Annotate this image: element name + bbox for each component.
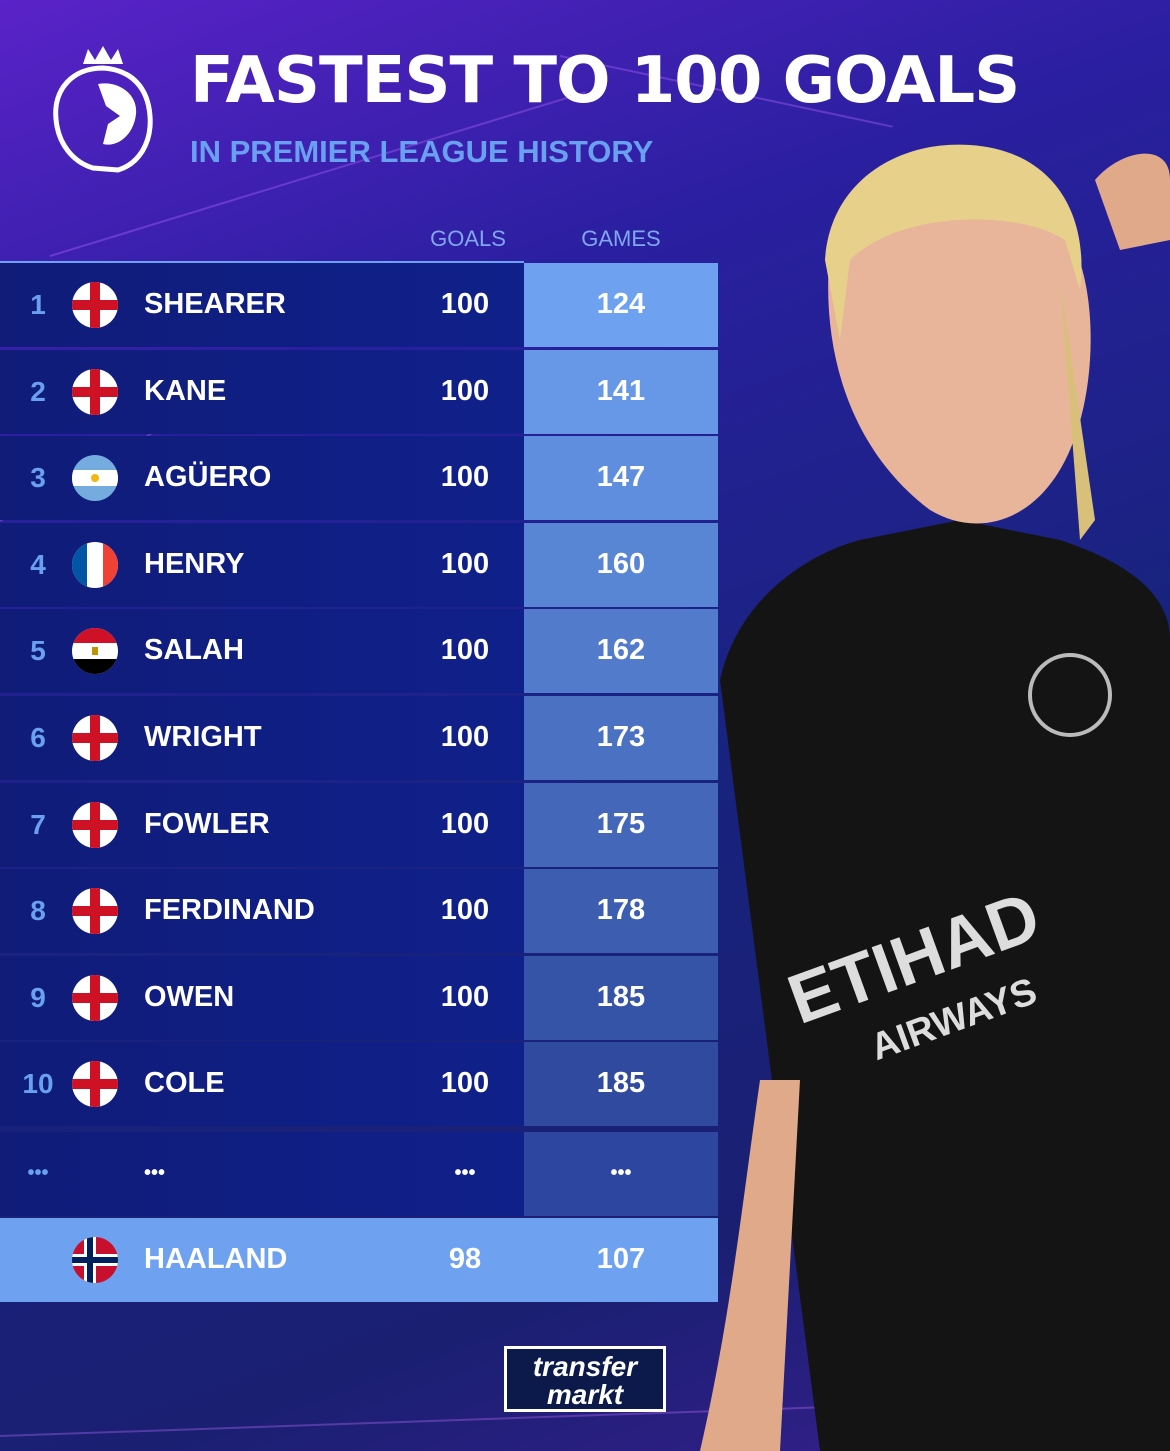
flag-egypt-icon: [72, 628, 118, 675]
brand-line-2: markt: [546, 1379, 624, 1410]
rank: 3: [30, 462, 46, 494]
player-name: SALAH: [144, 634, 244, 667]
flag-norway-icon: [72, 1237, 118, 1283]
games-cell-background: [524, 696, 718, 780]
goals-value: 100: [440, 1067, 490, 1100]
games-value: 178: [596, 894, 646, 927]
games-cell-background: [524, 782, 718, 867]
games-value: 185: [596, 1067, 646, 1100]
player-name: FERDINAND: [144, 894, 315, 927]
games-cell-background: [524, 869, 718, 954]
games-cell-background: [524, 263, 718, 347]
flag-england-icon: [72, 715, 118, 761]
transfermarkt-logo: transfer markt: [504, 1346, 666, 1412]
flag-argentina-icon: [72, 455, 118, 502]
table-row: 6 WRIGHT 100 173: [0, 696, 718, 780]
table-row: 5 SALAH 100 162: [0, 609, 718, 694]
games-value: 162: [596, 634, 646, 667]
games-value: 124: [596, 288, 646, 320]
player-name: FOWLER: [144, 807, 270, 840]
brand-line-1: transfer: [532, 1351, 638, 1382]
table-row: 4 HENRY 100 160: [0, 522, 718, 607]
goals-value: 100: [440, 461, 490, 494]
player-name: AGÜERO: [144, 461, 272, 494]
premier-league-logo: [53, 46, 153, 173]
player-name: HENRY: [144, 547, 245, 580]
games-value: 175: [596, 807, 646, 840]
rank: 10: [22, 1068, 54, 1100]
games-cell-background: [524, 522, 718, 607]
player-name: COLE: [144, 1067, 225, 1100]
goals-value: 98: [448, 1243, 482, 1275]
flag-england-icon: [72, 1061, 118, 1108]
goals-value: 100: [440, 374, 490, 407]
column-header-goals: GOALS: [430, 226, 506, 251]
games-cell-background: [524, 1042, 718, 1127]
games-value: 160: [596, 547, 646, 580]
table-row: 10 COLE 100 185: [0, 1042, 718, 1127]
rank: 2: [30, 375, 46, 407]
goals-value: 100: [440, 980, 490, 1013]
rank: 1: [30, 289, 46, 320]
games-value: 147: [596, 461, 646, 494]
table-row-highlight: HAALAND 98 107: [0, 1218, 718, 1302]
flag-england-icon: [72, 282, 118, 328]
goals-value: 100: [440, 288, 490, 320]
table-row: 2 KANE 100 141: [0, 349, 718, 434]
flag-england-icon: [72, 974, 118, 1021]
goals-value: 100: [440, 807, 490, 840]
rank: 9: [30, 981, 46, 1013]
games-ellipsis: •••: [610, 1162, 632, 1184]
table-row: 3 AGÜERO 100 147: [0, 436, 718, 521]
flag-england-icon: [72, 801, 118, 848]
rank: 8: [30, 895, 46, 927]
goals-value: 100: [440, 547, 490, 580]
player-name: WRIGHT: [144, 721, 262, 753]
page-title: FASTEST TO 100 GOALS: [190, 44, 1020, 118]
player-name: OWEN: [144, 980, 235, 1013]
flag-france-icon: [72, 541, 118, 588]
flag-england-icon: [72, 368, 118, 415]
goals-ellipsis: •••: [454, 1162, 476, 1184]
column-header-games: GAMES: [581, 226, 661, 251]
player-name: SHEARER: [144, 288, 286, 320]
player-photo: ETIHAD AIRWAYS: [700, 144, 1170, 1451]
page-subtitle: IN PREMIER LEAGUE HISTORY: [190, 134, 654, 169]
games-cell-background: [524, 609, 718, 694]
games-cell-background: [524, 955, 718, 1040]
table-row: 8 FERDINAND 100 178: [0, 869, 718, 954]
player-name: HAALAND: [144, 1243, 288, 1275]
goals-value: 100: [440, 894, 490, 927]
rank-ellipsis: •••: [27, 1162, 49, 1184]
games-value: 107: [596, 1243, 646, 1275]
goals-value: 100: [440, 634, 490, 667]
games-value: 173: [596, 721, 646, 753]
rank: 4: [30, 548, 46, 580]
games-cell-background: [524, 349, 718, 434]
games-value: 185: [596, 980, 646, 1013]
table-row: 1 SHEARER 100 124: [0, 263, 718, 347]
games-value: 141: [596, 374, 646, 407]
name-ellipsis: •••: [144, 1162, 166, 1184]
goals-value: 100: [440, 721, 490, 753]
player-name: KANE: [144, 374, 227, 407]
table-row: 9 OWEN 100 185: [0, 955, 718, 1040]
flag-england-icon: [72, 888, 118, 935]
rank: 5: [30, 635, 46, 667]
games-cell-background: [524, 436, 718, 521]
table-row-ellipsis: ••• ••• ••• •••: [0, 1132, 718, 1216]
rank: 6: [30, 722, 46, 753]
table-row: 7 FOWLER 100 175: [0, 782, 718, 867]
rank: 7: [30, 808, 46, 840]
